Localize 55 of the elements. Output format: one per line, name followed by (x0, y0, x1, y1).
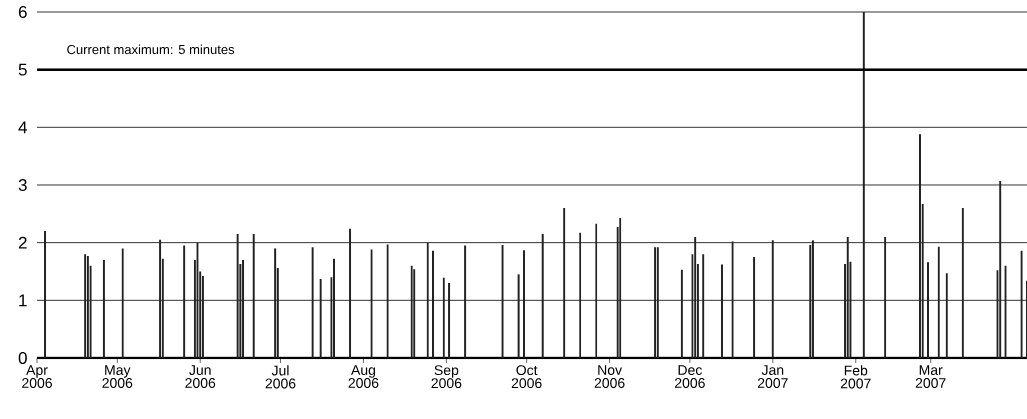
x-tick-label: Oct 2006 (511, 365, 542, 389)
bar (811, 240, 814, 358)
x-tick-label: Sep 2006 (431, 365, 462, 389)
x-tick-label: Aug 2006 (348, 365, 379, 388)
bar (999, 180, 1002, 358)
bar (945, 273, 948, 358)
y-tick-label: 3 (18, 178, 27, 192)
bar (349, 228, 352, 358)
bar (927, 262, 929, 358)
y-tick-label: 0 (18, 351, 27, 365)
x-tick-label: Jul 2006 (265, 365, 296, 389)
bar (121, 248, 124, 358)
x-tick-label: Dec 2006 (675, 365, 705, 388)
bar (426, 242, 429, 358)
bar (44, 231, 47, 358)
bar (410, 265, 413, 358)
bar (413, 269, 416, 358)
y-tick-label: 2 (18, 236, 27, 249)
bar (102, 259, 105, 358)
bar (541, 234, 544, 358)
bar (884, 236, 887, 358)
bar (937, 246, 940, 358)
bar (517, 274, 520, 358)
y-tick-label: 6 (18, 5, 27, 19)
bar (311, 247, 314, 358)
y-tick-label: 1 (19, 294, 27, 307)
y-tick-label: 4 (18, 121, 27, 134)
x-tick-label: Jan 2007 (757, 365, 788, 388)
bar (522, 250, 525, 358)
bar (753, 257, 756, 358)
bar (386, 244, 389, 358)
bar (464, 245, 467, 358)
bar (694, 236, 697, 358)
bar (242, 259, 245, 358)
bar (333, 258, 336, 358)
y-tick-label: 5 (18, 63, 27, 76)
ref-line-label: Current maximum: 5 minutes (67, 44, 235, 55)
bar (862, 11, 865, 358)
bar (432, 250, 435, 358)
bar (619, 217, 622, 358)
bar (720, 264, 723, 358)
bar (846, 236, 849, 358)
bar (702, 254, 705, 358)
x-tick-label: Feb 2007 (840, 365, 871, 389)
x-tick-label: Jun 2006 (185, 365, 216, 388)
x-tick-label: Mar 2007 (915, 365, 946, 388)
bar (442, 277, 445, 358)
bar (961, 208, 964, 358)
x-tick-label: May 2006 (102, 365, 133, 388)
bar (319, 278, 322, 358)
x-tick-label: Nov 2006 (594, 365, 625, 388)
bar (159, 239, 162, 358)
bar (448, 283, 451, 358)
bar (680, 269, 683, 358)
x-tick-label: Apr 2006 (22, 365, 52, 388)
